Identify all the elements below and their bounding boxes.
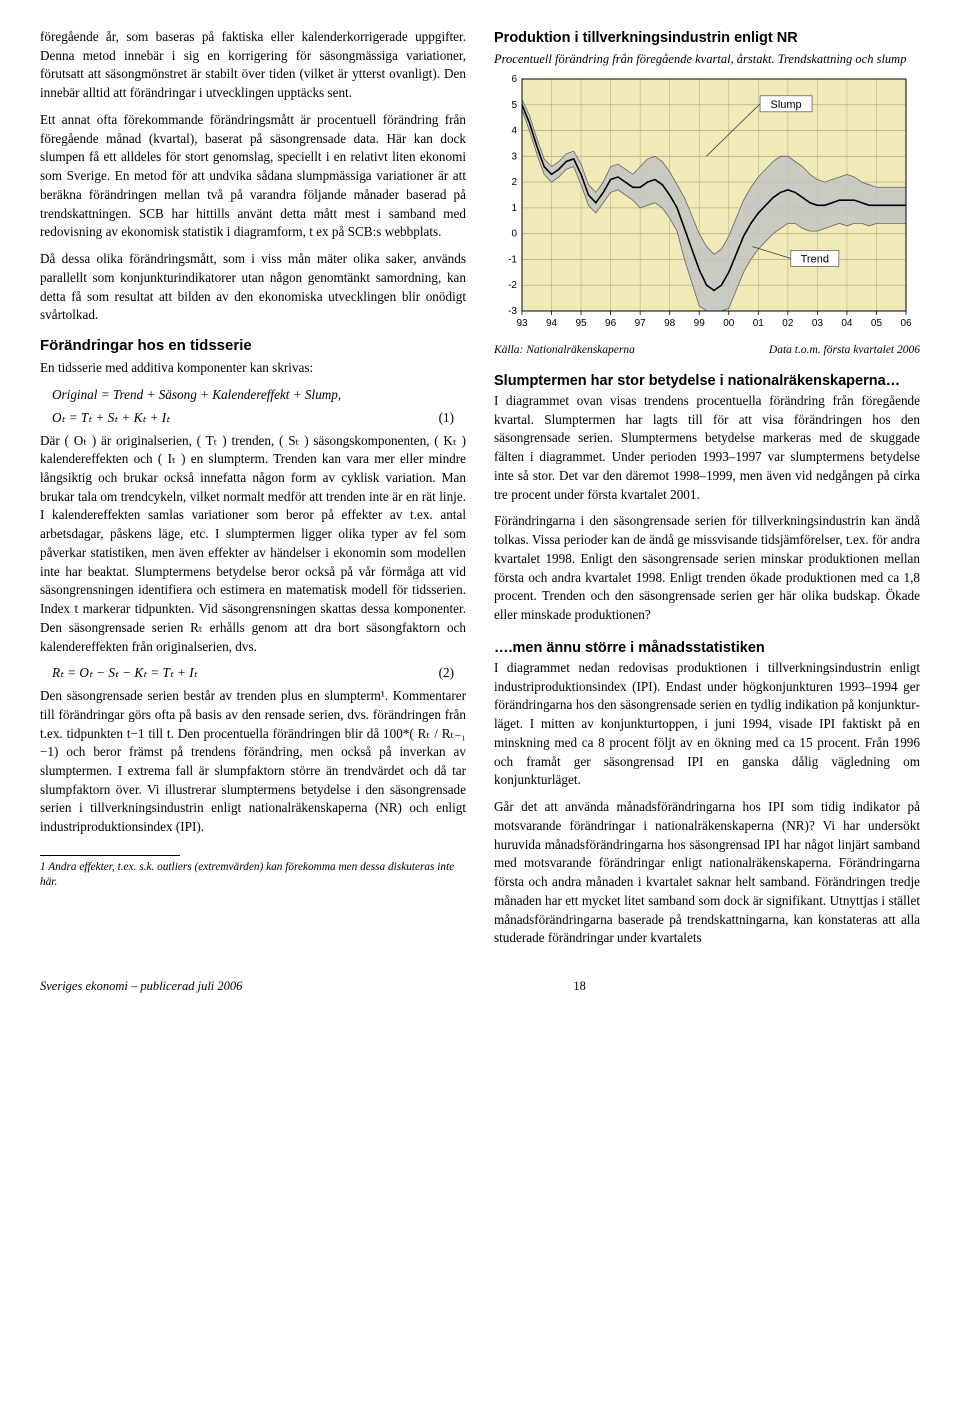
left-p2: Ett annat ofta förekommande förändringsm… bbox=[40, 111, 466, 242]
left-p4: En tidsserie med additiva komponenter ka… bbox=[40, 359, 466, 378]
svg-text:-1: -1 bbox=[508, 254, 517, 265]
svg-text:-3: -3 bbox=[508, 306, 517, 317]
equation-2-num: (2) bbox=[439, 664, 466, 683]
equation-1-num: (1) bbox=[439, 409, 466, 428]
page-number: 18 bbox=[573, 978, 586, 996]
chart-source-left: Källa: Nationalräkenskaperna bbox=[494, 342, 635, 358]
footnote-rule bbox=[40, 855, 180, 856]
svg-text:01: 01 bbox=[753, 318, 765, 329]
page-footer: Sveriges ekonomi – publicerad juli 2006 … bbox=[40, 978, 920, 996]
equation-1-body: Oₜ = Tₜ + Sₜ + Kₜ + Iₜ bbox=[52, 409, 170, 428]
svg-text:99: 99 bbox=[694, 318, 706, 329]
equation-1: Oₜ = Tₜ + Sₜ + Kₜ + Iₜ (1) bbox=[52, 409, 466, 428]
svg-text:94: 94 bbox=[546, 318, 558, 329]
equation-0-body: Original = Trend + Säsong + Kalendereffe… bbox=[52, 386, 341, 405]
chart-subtitle: Procentuell förändring från föregående k… bbox=[494, 51, 920, 67]
equation-2: Rₜ = Oₜ − Sₜ − Kₜ = Tₜ + Iₜ (2) bbox=[52, 664, 466, 683]
equation-0: Original = Trend + Säsong + Kalendereffe… bbox=[52, 386, 466, 405]
right-p2: Förändringarna i den säsongrensade serie… bbox=[494, 512, 920, 624]
chart-source-right: Data t.o.m. första kvartalet 2006 bbox=[769, 342, 920, 358]
chart-title: Produktion i tillverkningsindustrin enli… bbox=[494, 28, 920, 49]
svg-text:97: 97 bbox=[635, 318, 647, 329]
left-p6: Den säsongrensade serien består av trend… bbox=[40, 687, 466, 837]
svg-text:6: 6 bbox=[511, 74, 517, 85]
left-p1: föregående år, som baseras på faktiska e… bbox=[40, 28, 466, 103]
chart-wrap: -3-2-10123456939495969798990001020304050… bbox=[494, 73, 920, 358]
svg-text:04: 04 bbox=[841, 318, 853, 329]
equation-2-body: Rₜ = Oₜ − Sₜ − Kₜ = Tₜ + Iₜ bbox=[52, 664, 198, 683]
svg-text:4: 4 bbox=[511, 125, 517, 136]
svg-text:3: 3 bbox=[511, 151, 517, 162]
chart-svg: -3-2-10123456939495969798990001020304050… bbox=[494, 73, 914, 333]
left-column: föregående år, som baseras på faktiska e… bbox=[40, 28, 466, 956]
left-p3: Då dessa olika förändringsmått, som i vi… bbox=[40, 250, 466, 325]
svg-text:96: 96 bbox=[605, 318, 617, 329]
svg-text:00: 00 bbox=[723, 318, 735, 329]
svg-text:93: 93 bbox=[516, 318, 528, 329]
svg-text:Slump: Slump bbox=[770, 99, 801, 111]
svg-text:03: 03 bbox=[812, 318, 824, 329]
right-p1: I diagrammet ovan visas trendens procent… bbox=[494, 392, 920, 504]
svg-text:05: 05 bbox=[871, 318, 883, 329]
right-p3: I diagrammet nedan redovisas produktione… bbox=[494, 659, 920, 790]
svg-text:1: 1 bbox=[511, 203, 517, 214]
svg-text:06: 06 bbox=[900, 318, 912, 329]
right-column: Produktion i tillverkningsindustrin enli… bbox=[494, 28, 920, 956]
svg-text:-2: -2 bbox=[508, 280, 517, 291]
svg-text:Trend: Trend bbox=[801, 253, 829, 265]
chart-source: Källa: Nationalräkenskaperna Data t.o.m.… bbox=[494, 342, 920, 358]
left-p5: Där ( Oₜ ) är originalserien, ( Tₜ ) tre… bbox=[40, 432, 466, 657]
footer-left: Sveriges ekonomi – publicerad juli 2006 bbox=[40, 978, 242, 996]
svg-text:2: 2 bbox=[511, 177, 517, 188]
svg-text:95: 95 bbox=[576, 318, 588, 329]
svg-text:5: 5 bbox=[511, 100, 517, 111]
heading-men-annu: ….men ännu större i månadsstatistiken bbox=[494, 639, 920, 657]
svg-text:0: 0 bbox=[511, 228, 517, 239]
heading-slumpterm: Slumptermen har stor betydelse i nationa… bbox=[494, 372, 920, 390]
svg-text:02: 02 bbox=[782, 318, 794, 329]
svg-text:98: 98 bbox=[664, 318, 676, 329]
heading-forandringar: Förändringar hos en tidsserie bbox=[40, 335, 466, 356]
footnote-1: 1 Andra effekter, t.ex. s.k. outliers (e… bbox=[40, 860, 466, 889]
right-p4: Går det att använda månadsförändringarna… bbox=[494, 798, 920, 948]
